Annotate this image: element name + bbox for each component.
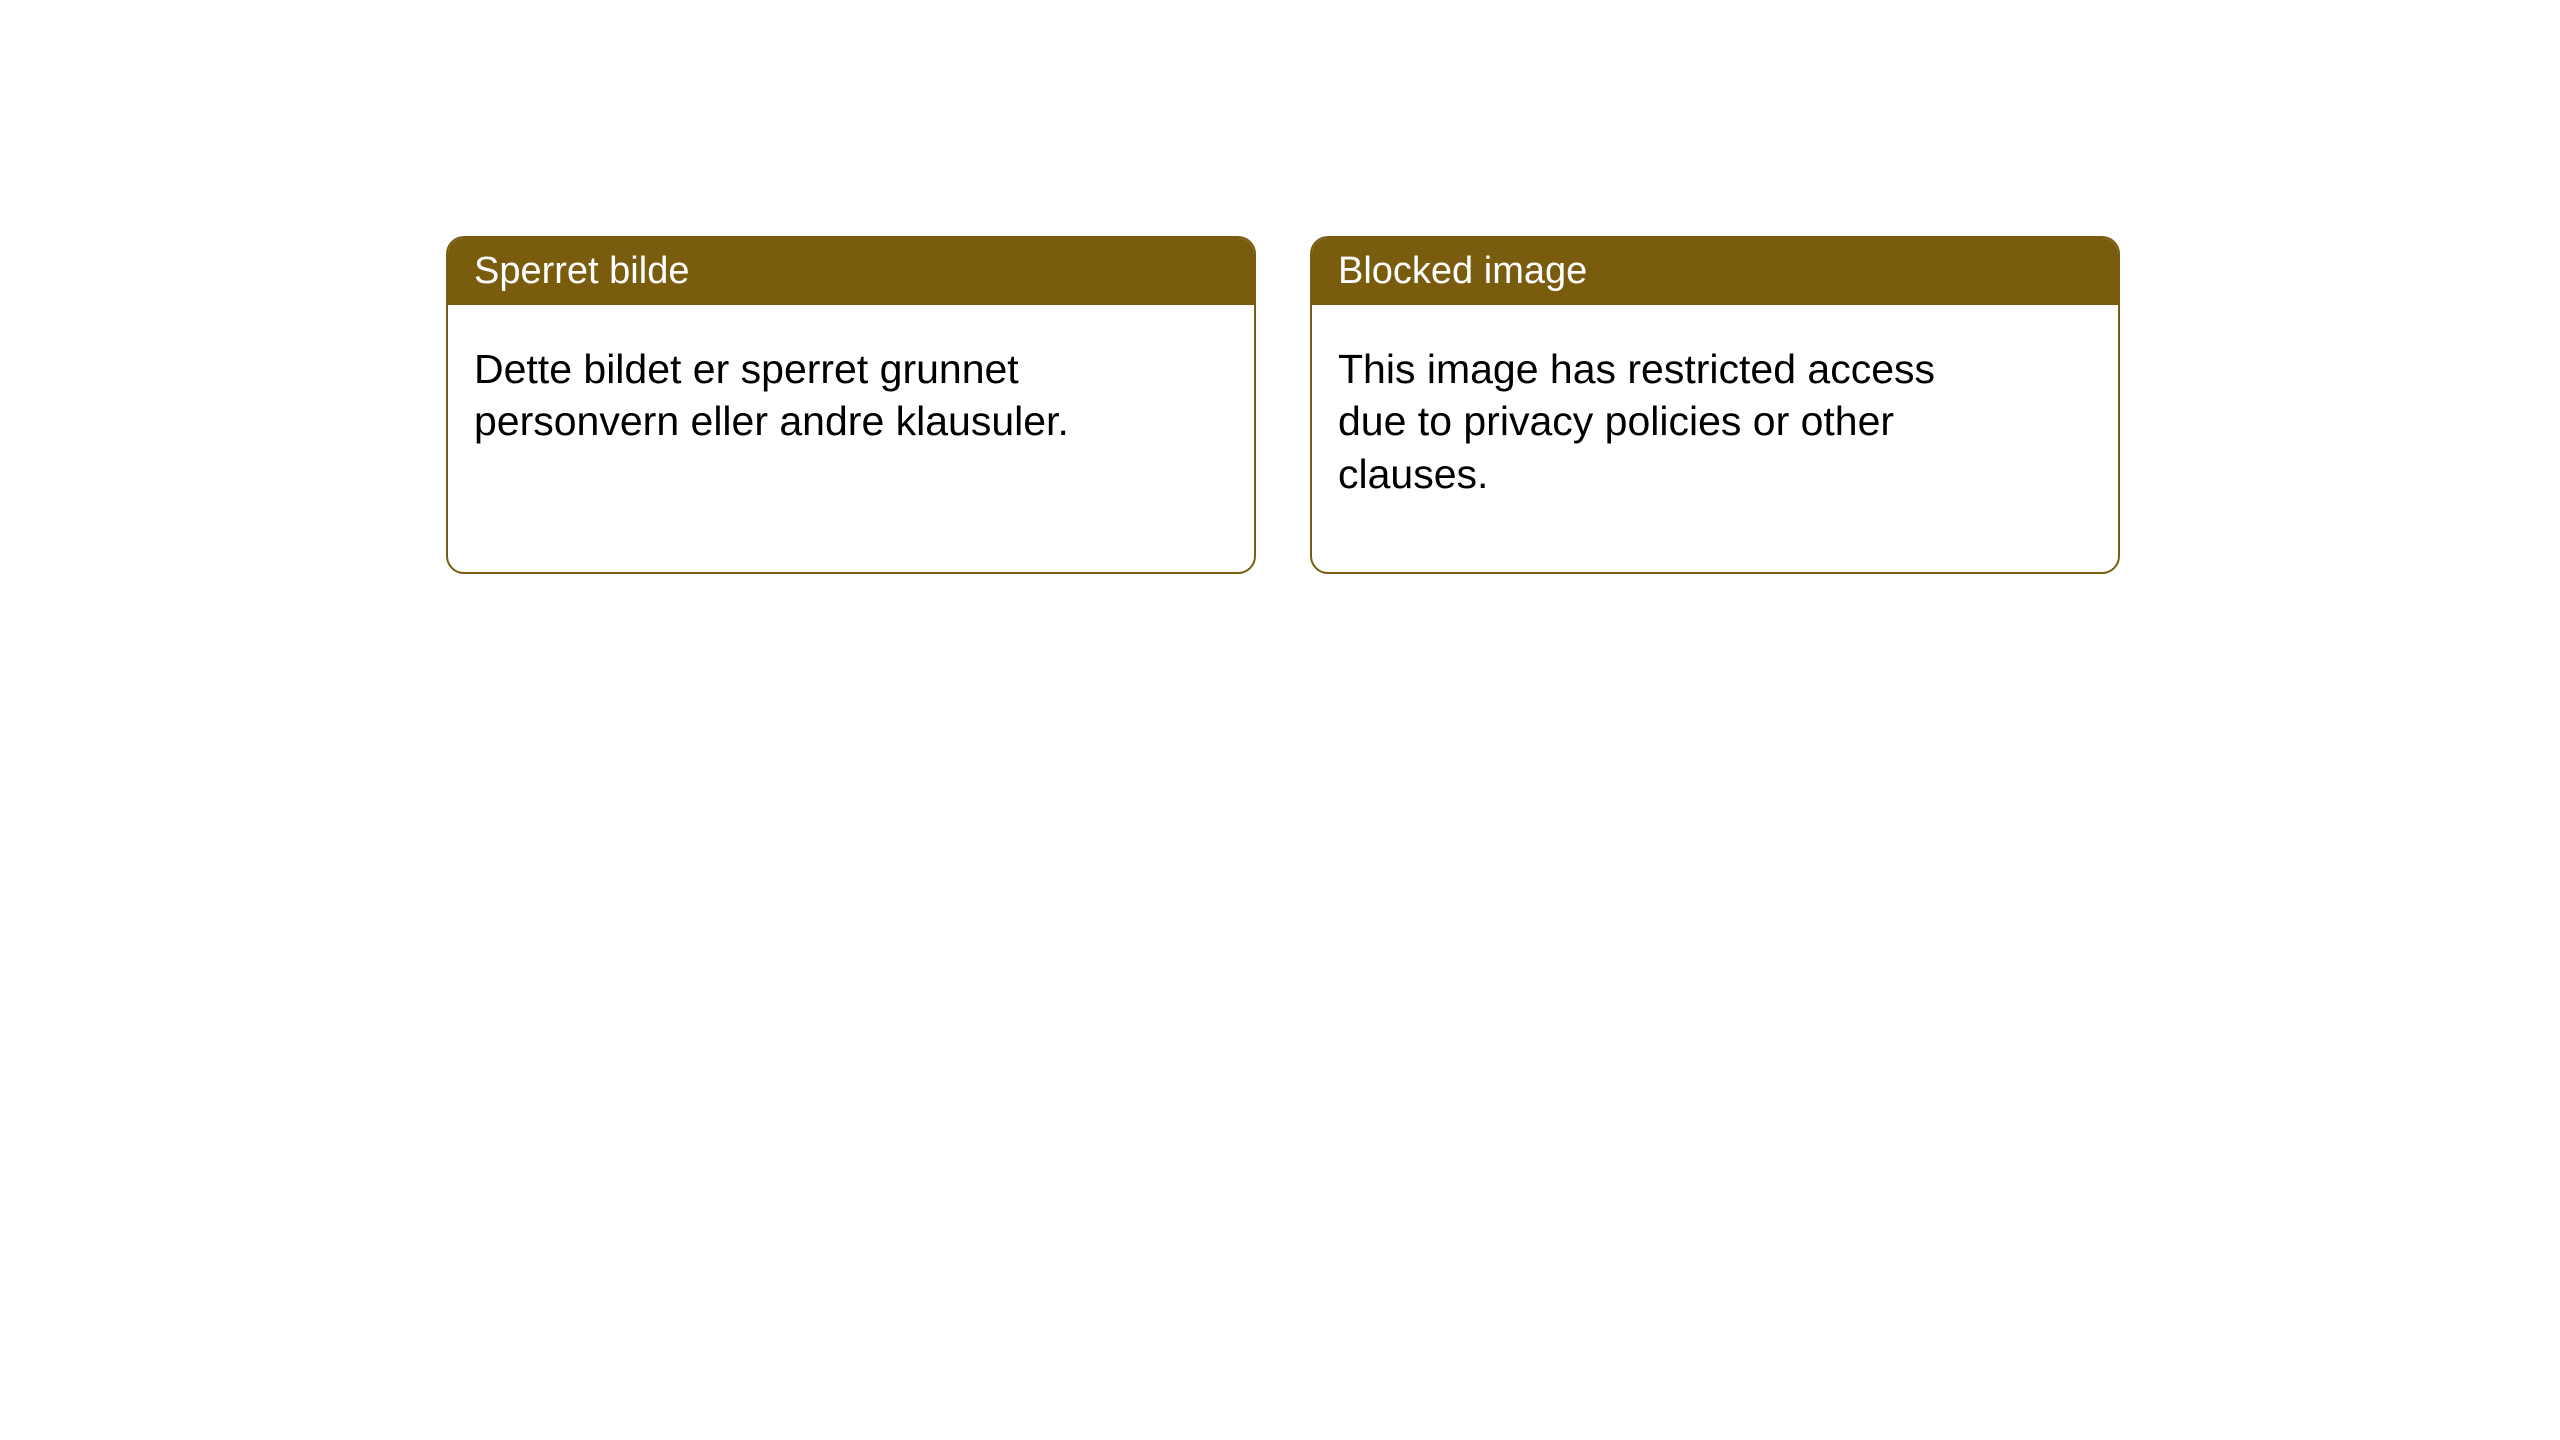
notice-card-header: Sperret bilde (448, 238, 1254, 305)
notice-cards-container: Sperret bilde Dette bildet er sperret gr… (0, 0, 2560, 574)
notice-card-text: Dette bildet er sperret grunnet personve… (474, 346, 1069, 444)
notice-card-body: This image has restricted access due to … (1312, 305, 2012, 538)
notice-card-header: Blocked image (1312, 238, 2118, 305)
notice-card-en: Blocked image This image has restricted … (1310, 236, 2120, 574)
notice-card-body: Dette bildet er sperret grunnet personve… (448, 305, 1148, 486)
notice-card-title: Sperret bilde (474, 250, 689, 292)
notice-card-no: Sperret bilde Dette bildet er sperret gr… (446, 236, 1256, 574)
notice-card-title: Blocked image (1338, 250, 1587, 292)
notice-card-text: This image has restricted access due to … (1338, 346, 1935, 497)
